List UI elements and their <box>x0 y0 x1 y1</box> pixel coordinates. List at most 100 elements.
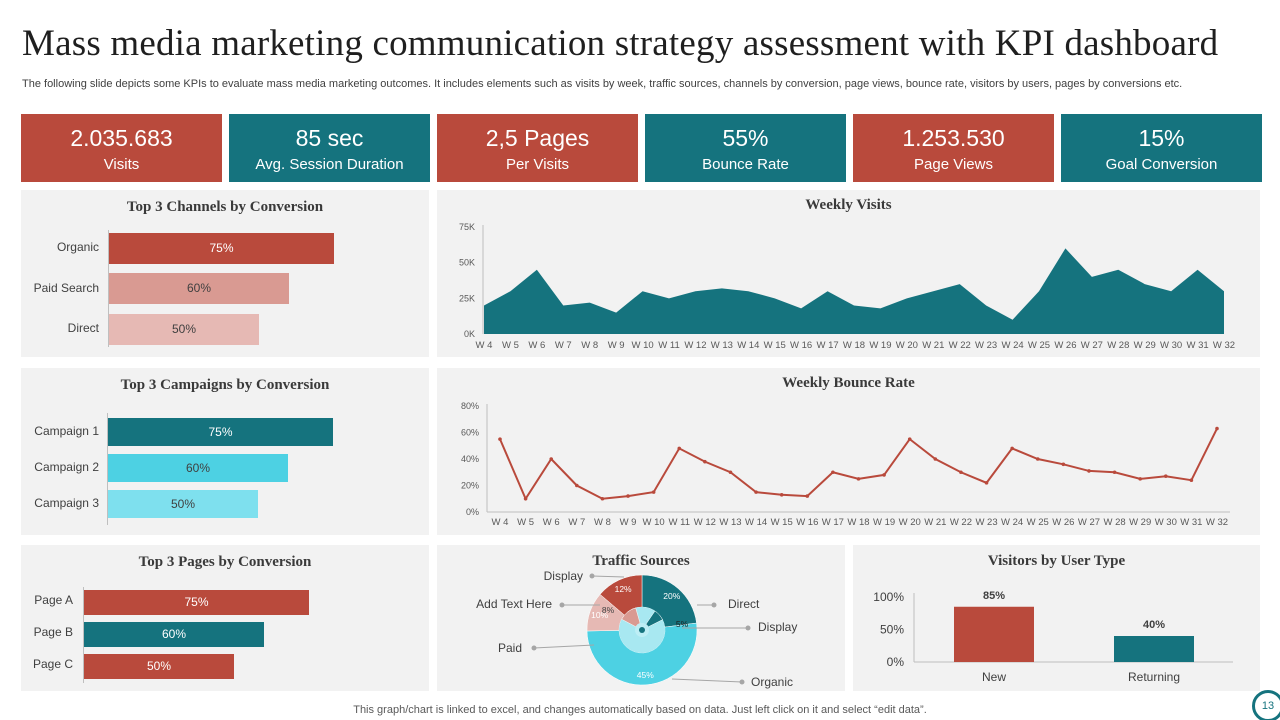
bar: 75% <box>109 233 334 264</box>
y-tick-label: 25K <box>459 293 475 303</box>
leader-dot <box>559 602 565 608</box>
x-tick-label: W 25 <box>1027 517 1049 528</box>
visits-area <box>484 248 1224 334</box>
bar-label: Direct <box>67 321 99 335</box>
visitors-panel: Visitors by User Type 0% 50% 100% 85% New 40%… <box>853 545 1260 691</box>
leader-line <box>591 575 625 578</box>
x-tick-label: W 22 <box>950 517 972 528</box>
channels-panel: Top 3 Channels by Conversion Organic Pai… <box>21 190 429 357</box>
kpi-value: 15% <box>1138 125 1185 151</box>
kpi-label: Goal Conversion <box>1105 156 1218 173</box>
x-tick-label: W 15 <box>771 517 793 528</box>
x-tick-label: W 24 <box>1001 340 1023 351</box>
traffic-sources-chart: 20% 45% 10% 12% 5% 8% Direct Display Organic Paid… <box>476 569 797 689</box>
y-tick-label: 80% <box>461 401 479 411</box>
page-number: 13 <box>1252 690 1280 720</box>
x-tick-label: W 20 <box>896 340 918 351</box>
bar-label: Campaign 1 <box>34 424 99 438</box>
kpi-goal-conversion: 15% Goal Conversion <box>1061 114 1262 182</box>
x-tick-label: W 26 <box>1054 340 1076 351</box>
data-point <box>728 470 733 475</box>
y-tick-label: 20% <box>461 481 479 491</box>
data-point <box>856 477 861 481</box>
x-tick-label: W 31 <box>1186 340 1208 351</box>
x-tick-label: W 21 <box>922 340 944 351</box>
x-tick-label: W 29 <box>1129 517 1151 528</box>
y-tick-label: 40% <box>461 454 479 464</box>
x-tick-label: W 20 <box>899 517 921 528</box>
weekly-bounce-panel: Weekly Bounce Rate 0% 20% 40% 60% 80% W 4 W 5 W… <box>437 368 1260 535</box>
traffic-sources-panel: Traffic Sources 20% 45% 10% 12% 5% 8% Direct Di… <box>437 545 845 691</box>
leader-dot <box>711 602 717 608</box>
data-point <box>626 494 630 498</box>
x-tick-label: W 8 <box>581 340 598 351</box>
kpi-value: 2,5 Pages <box>485 125 590 151</box>
kpi-label: Visits <box>103 156 140 173</box>
x-tick-label: W 10 <box>631 340 653 351</box>
data-point <box>831 470 835 475</box>
x-tick-label: W 12 <box>694 517 716 528</box>
x-tick-label: W 4 <box>476 340 493 351</box>
data-point <box>1087 469 1091 473</box>
bar-label: Organic <box>56 240 99 254</box>
x-tick-label: W 8 <box>594 517 611 528</box>
x-tick-label: W 5 <box>517 517 534 528</box>
y-tick-label: 0% <box>466 507 479 517</box>
weekly-visits-panel: Weekly Visits 0K 25K 50K 75K W 4 W 5 W 6 W 7 W 8… <box>437 190 1260 357</box>
data-point <box>1112 470 1117 475</box>
x-tick-label: W 14 <box>745 517 767 528</box>
donut-center <box>639 627 645 633</box>
chart-title: Top 3 Channels by Conversion <box>126 199 324 215</box>
bar-label: Campaign 2 <box>34 460 99 474</box>
data-label: 40% <box>1143 619 1165 631</box>
x-tick-label: W 27 <box>1081 340 1103 351</box>
slice-label: 5% <box>676 619 689 629</box>
data-label: 85% <box>983 590 1005 602</box>
axis-line <box>83 587 84 683</box>
x-tick-label: W 26 <box>1052 517 1074 528</box>
x-tick-label: New <box>982 670 1006 684</box>
x-tick-label: W 9 <box>620 517 637 528</box>
kpi-label: Per Visits <box>505 156 570 173</box>
x-tick-label: W 12 <box>684 340 706 351</box>
y-tick-label: 50K <box>459 258 475 268</box>
data-point <box>805 494 810 498</box>
legend-label: Display <box>544 569 583 583</box>
bar: 75% <box>84 590 309 615</box>
x-tick-label: W 6 <box>543 517 560 528</box>
kpi-session-duration: 85 sec Avg. Session Duration <box>229 114 430 182</box>
y-tick-label: 60% <box>461 428 479 438</box>
data-point <box>1010 446 1014 451</box>
page-title: Mass media marketing communication strat… <box>22 23 1219 64</box>
x-tick-label: W 21 <box>924 517 946 528</box>
data-point <box>677 446 682 451</box>
kpi-label: Bounce Rate <box>702 156 789 173</box>
chart-title: Weekly Bounce Rate <box>782 375 915 391</box>
kpi-value: 2.035.683 <box>70 125 173 151</box>
data-point <box>754 490 758 494</box>
bar-label: Paid Search <box>33 281 99 295</box>
x-tick-label: W 19 <box>869 340 891 351</box>
x-tick-label: W 27 <box>1078 517 1100 528</box>
data-point <box>1215 426 1219 431</box>
column-bar <box>1114 636 1194 662</box>
x-tick-label: W 17 <box>822 517 844 528</box>
bar-label: Page C <box>32 657 73 671</box>
kpi-value: 55% <box>722 125 769 151</box>
bar-label: Page A <box>34 593 73 607</box>
slice-label: 45% <box>637 670 654 680</box>
y-tick-label: 50% <box>880 623 904 637</box>
slice-label: 12% <box>615 584 632 594</box>
x-tick-label: W 7 <box>568 517 585 528</box>
bar-label: Page B <box>33 625 73 639</box>
x-tick-label: W 32 <box>1213 340 1235 351</box>
data-point <box>1189 478 1194 482</box>
axis-line <box>108 230 109 347</box>
x-tick-label: W 6 <box>528 340 545 351</box>
x-tick-label: W 10 <box>643 517 665 528</box>
bar: 50% <box>84 654 234 679</box>
x-tick-label: W 7 <box>555 340 572 351</box>
chart-title: Top 3 Campaigns by Conversion <box>120 377 330 393</box>
legend-label: Direct <box>728 597 760 611</box>
x-tick-label: W 18 <box>843 340 865 351</box>
